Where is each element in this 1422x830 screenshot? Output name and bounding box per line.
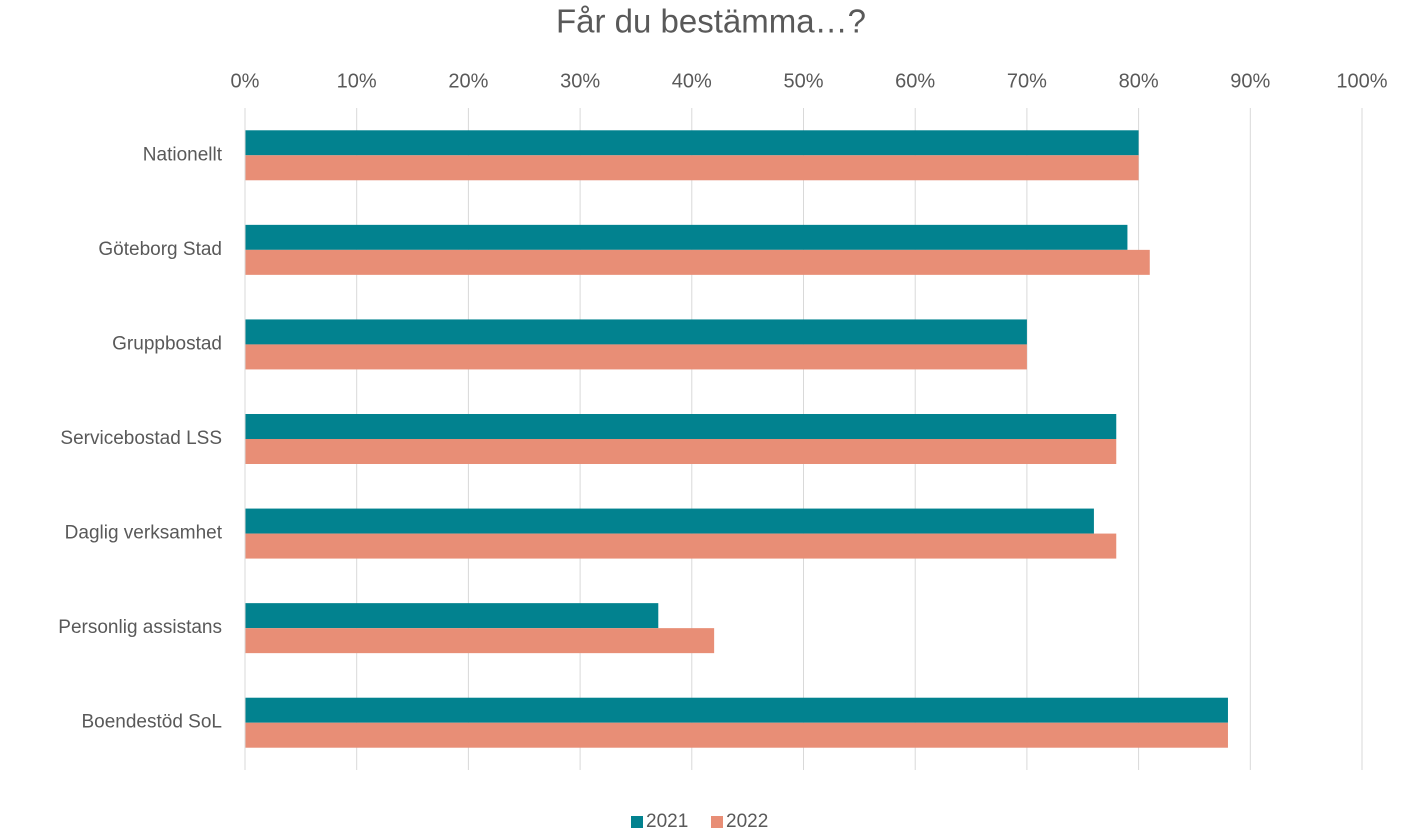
x-tick-label: 100% (1336, 70, 1387, 92)
x-tick-label: 80% (1119, 70, 1159, 92)
x-tick-label: 90% (1230, 70, 1270, 92)
y-tick-label: Gruppbostad (112, 333, 222, 354)
x-tick-label: 40% (672, 70, 712, 92)
x-tick-label: 50% (783, 70, 823, 92)
x-tick-label: 70% (1007, 70, 1047, 92)
y-tick-label: Personlig assistans (58, 617, 222, 638)
bar (245, 319, 1027, 345)
y-tick-label: Boendestöd SoL (81, 712, 222, 733)
bar (245, 414, 1117, 439)
bar (245, 439, 1117, 464)
x-tick-label: 30% (560, 70, 600, 92)
bar (245, 130, 1139, 156)
bar (245, 155, 1139, 181)
bar (245, 628, 715, 654)
legend-swatch (711, 816, 723, 828)
legend-label: 2021 (646, 811, 688, 830)
bar (245, 603, 659, 629)
bar (245, 697, 1228, 723)
legend-swatch (631, 816, 643, 828)
y-tick-label: Daglig verksamhet (65, 523, 223, 544)
x-tick-label: 60% (895, 70, 935, 92)
x-tick-label: 20% (448, 70, 488, 92)
y-tick-label: Nationellt (143, 144, 223, 165)
bar (245, 722, 1228, 748)
bar (245, 508, 1094, 534)
chart-title: Får du bestämma…? (556, 3, 866, 40)
bar (245, 344, 1027, 370)
bar (245, 533, 1117, 559)
y-tick-label: Göteborg Stad (98, 239, 222, 260)
x-tick-label: 10% (337, 70, 377, 92)
y-tick-label: Servicebostad LSS (60, 428, 222, 449)
bar (245, 249, 1150, 275)
x-tick-label: 0% (231, 70, 260, 92)
bar (245, 224, 1128, 250)
legend-label: 2022 (726, 811, 768, 830)
